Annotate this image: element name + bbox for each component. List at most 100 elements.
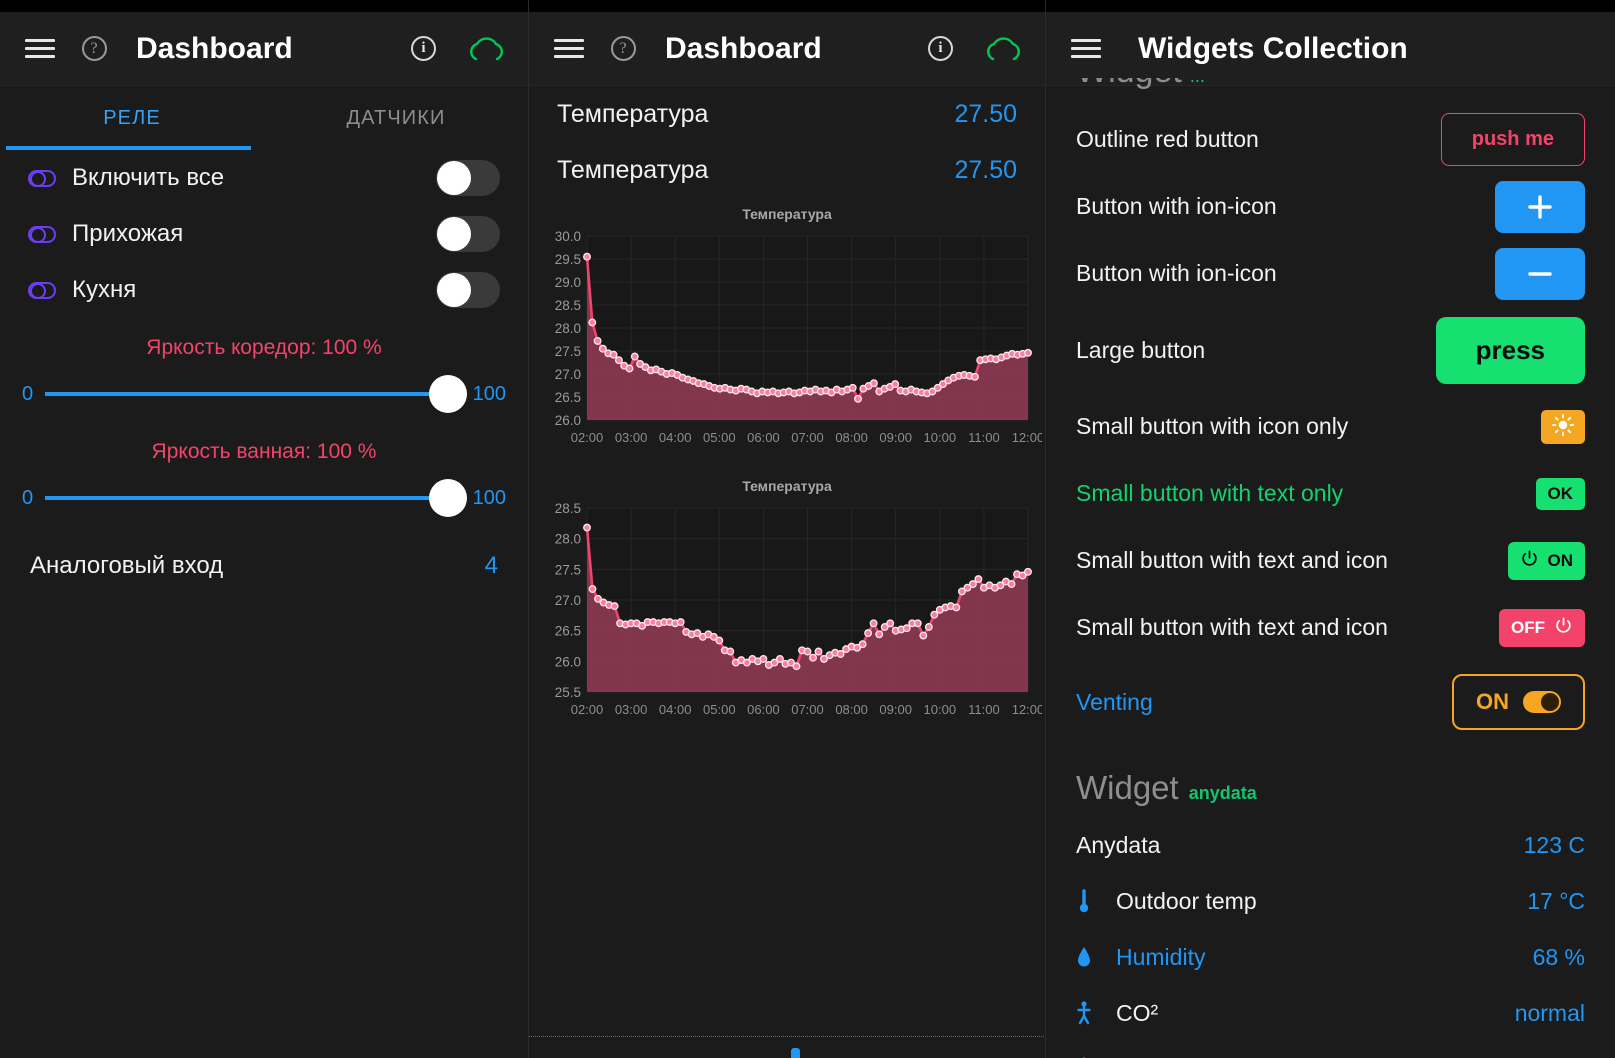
widget-row-venting: Venting ON xyxy=(1046,661,1615,743)
readout-row: Температура 27.50 xyxy=(529,86,1045,142)
svg-text:27.0: 27.0 xyxy=(555,593,581,608)
data-row-humidity: Humidity 68 % xyxy=(1046,929,1615,985)
data-value: ALARM xyxy=(1506,1056,1585,1058)
slider-label-corridor: Яркость кoредор: 100 % xyxy=(146,336,382,359)
ok-button[interactable]: OK xyxy=(1535,477,1585,510)
switch-control[interactable] xyxy=(436,160,500,196)
svg-text:11:00: 11:00 xyxy=(968,430,1000,445)
svg-text:12:00: 12:00 xyxy=(1012,702,1042,717)
data-row-outdoor-temp: Outdoor temp 17 °C xyxy=(1046,873,1615,929)
svg-text:10:00: 10:00 xyxy=(924,702,957,717)
press-button[interactable]: press xyxy=(1435,316,1585,384)
toggle-icon xyxy=(28,225,60,243)
svg-text:10:00: 10:00 xyxy=(924,430,957,445)
cloud-icon[interactable] xyxy=(983,35,1023,63)
widget-label: Button with ion-icon xyxy=(1076,193,1277,219)
sun-icon xyxy=(1551,413,1575,440)
bottom-navigation-bar[interactable] xyxy=(529,1036,1045,1058)
widget-label: Small button with icon only xyxy=(1076,413,1349,439)
power-icon xyxy=(1520,549,1539,573)
section-title: Widget xyxy=(1076,769,1179,806)
minus-button[interactable] xyxy=(1495,247,1585,300)
hamburger-icon[interactable] xyxy=(14,34,66,63)
slider-bathroom[interactable]: 0 100 xyxy=(0,470,528,526)
svg-text:28.5: 28.5 xyxy=(555,501,581,516)
chart-title: Температура xyxy=(742,478,832,494)
data-row-anydata: Anydata 123 C xyxy=(1046,817,1615,873)
svg-text:26.0: 26.0 xyxy=(555,654,581,669)
left-tabs: РЕЛЕ ДАТЧИКИ xyxy=(0,86,528,150)
power-on-button[interactable]: ON xyxy=(1507,541,1585,580)
analog-input-label: Аналоговый вход xyxy=(30,552,224,579)
status-strip xyxy=(1046,0,1615,12)
power-on-label: ON xyxy=(1547,550,1574,570)
widget-label: Large button xyxy=(1076,336,1206,363)
section-subtitle: anydata xyxy=(1188,783,1257,803)
switch-control[interactable] xyxy=(436,216,500,252)
slider-max-label: 100 xyxy=(472,486,506,509)
help-circle-icon[interactable]: ? xyxy=(601,27,645,71)
info-circle-icon[interactable]: i xyxy=(928,36,953,61)
tab-datchiki[interactable]: ДАТЧИКИ xyxy=(346,106,446,129)
chart-canvas: 30.0 29.5 29.0 28.5 28.0 27.5 27.0 26.5 26.0 02:0… xyxy=(529,228,1045,456)
svg-text:25.5: 25.5 xyxy=(555,685,581,700)
switch-control[interactable] xyxy=(436,272,500,308)
nav-item-indicator[interactable] xyxy=(791,1048,800,1058)
svg-text:26.5: 26.5 xyxy=(555,390,581,405)
svg-text:27.5: 27.5 xyxy=(555,344,581,359)
hamburger-icon[interactable] xyxy=(543,34,595,63)
data-label: Outdoor temp xyxy=(1116,887,1257,914)
cloud-icon[interactable] xyxy=(466,35,506,63)
slider-track[interactable] xyxy=(45,479,467,517)
hamburger-icon[interactable] xyxy=(1060,34,1112,63)
widget-label: Small button with text and icon xyxy=(1076,547,1388,573)
power-icon xyxy=(1554,616,1573,640)
slider-thumb[interactable] xyxy=(428,479,467,517)
data-label: CO² xyxy=(1116,1056,1158,1058)
page-title: Dashboard xyxy=(665,31,822,65)
widget-label: Outline red button xyxy=(1076,126,1259,152)
help-circle-icon[interactable]: ? xyxy=(72,27,116,71)
status-strip xyxy=(529,0,1045,12)
page-title: Widgets Collection xyxy=(1138,31,1408,65)
chart-temperature-2: Температура 28.5 28.0 27.5 27.0 26.5 26.0 25.5… xyxy=(529,478,1045,728)
readout-row: Температура 27.50 xyxy=(529,142,1045,198)
switch-row[interactable]: Включить все xyxy=(0,150,528,206)
widget-row-power-off-button: Small button with text and icon OFF xyxy=(1046,594,1615,661)
slider-track[interactable] xyxy=(45,375,467,413)
slider-thumb[interactable] xyxy=(428,375,467,413)
push-me-button[interactable]: push me xyxy=(1440,113,1585,166)
clipped-section-heading: Widget... xyxy=(1046,78,1615,106)
switch-label: Кухня xyxy=(72,276,137,303)
minus-icon xyxy=(1525,259,1555,289)
slider-min-label: 0 xyxy=(22,486,34,509)
readout-label: Температура xyxy=(557,99,709,128)
svg-text:07:00: 07:00 xyxy=(791,702,824,717)
power-off-button[interactable]: OFF xyxy=(1499,608,1585,647)
plus-button[interactable] xyxy=(1495,180,1585,233)
thermometer-icon xyxy=(1076,888,1116,914)
tab-rele[interactable]: РЕЛЕ xyxy=(103,106,161,129)
info-circle-icon[interactable]: i xyxy=(411,36,436,61)
mid-dashboard-panel: ? Dashboard i Температура 27.50 Температ… xyxy=(528,0,1045,1058)
data-value: 123 C xyxy=(1523,831,1585,858)
svg-text:07:00: 07:00 xyxy=(791,430,824,445)
slider-min-label: 0 xyxy=(22,382,34,405)
section-header-anydata: Widget anydata xyxy=(1046,743,1615,817)
svg-text:28.0: 28.0 xyxy=(555,532,581,547)
switch-row[interactable]: Прихожая xyxy=(0,206,528,262)
data-label: CO² xyxy=(1116,999,1159,1026)
data-row-co2-normal: CO² normal xyxy=(1046,985,1615,1041)
venting-toggle-button[interactable]: ON xyxy=(1452,674,1585,730)
sun-button[interactable] xyxy=(1541,409,1585,444)
widget-row-plus-button: Button with ion-icon xyxy=(1046,173,1615,240)
analog-input-value: 4 xyxy=(484,552,498,579)
data-row-co2-alarm: CO² ALARM xyxy=(1046,1041,1615,1058)
svg-text:05:00: 05:00 xyxy=(703,430,736,445)
slider-corridor[interactable]: 0 100 xyxy=(0,366,528,422)
widget-row-text-only-button: Small button with text only OK xyxy=(1046,460,1615,527)
svg-text:03:00: 03:00 xyxy=(615,430,648,445)
switch-row[interactable]: Кухня xyxy=(0,262,528,318)
power-off-label: OFF xyxy=(1511,617,1545,637)
readout-value: 27.50 xyxy=(954,99,1017,128)
